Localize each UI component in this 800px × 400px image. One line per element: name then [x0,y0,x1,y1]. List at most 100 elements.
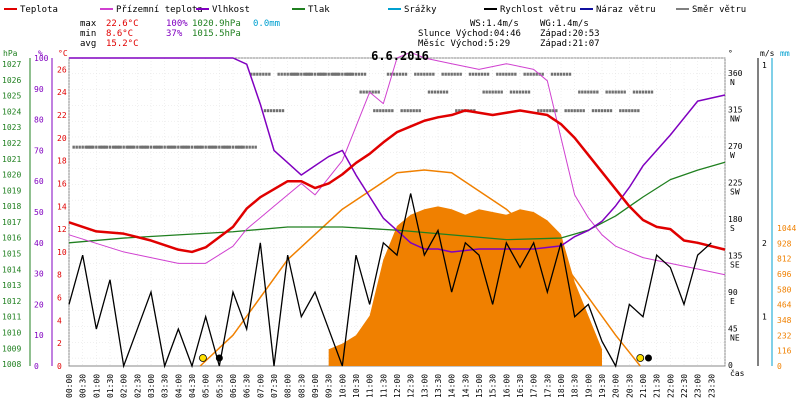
tick-time: 08:30 [297,374,306,398]
wind-direction-mark [502,72,505,76]
wind-direction-mark [157,145,160,149]
tick-degc: 2 [57,339,62,348]
wind-direction-mark [149,145,153,149]
wind-direction-mark [84,145,87,149]
tick-hpa: 1020 [2,171,21,180]
wind-direction-mark [400,109,403,113]
tick-time: 01:30 [106,374,115,398]
wind-direction-mark [291,72,294,76]
wind-direction-mark [444,72,447,76]
wind-direction-mark [266,109,270,113]
wind-direction-mark [154,145,157,149]
wind-direction-mark [395,72,399,76]
wind-direction-mark [242,145,245,149]
tick-pct: 20 [34,300,44,309]
wind-direction-mark [89,145,92,149]
tick-time: 13:00 [420,374,429,398]
wind-direction-mark [330,72,333,76]
wind-direction-mark [600,109,604,113]
tick-time: 17:00 [530,374,539,398]
wind-direction-mark [605,90,608,94]
wind-direction-mark [512,90,516,94]
wind-direction-mark [468,72,472,76]
legend-label: Přízemní teplota [116,5,203,15]
tick-time: 09:00 [311,374,320,398]
wind-direction-mark [582,109,585,113]
wind-direction-mark [254,145,257,149]
wind-direction-mark [133,145,136,149]
tick-time: 03:00 [147,374,156,398]
tick-degc: 6 [57,294,62,303]
wind-direction-mark [486,72,490,76]
tick-deg-dir: S [730,224,735,233]
wind-direction-mark [414,72,417,76]
wind-direction-mark [584,90,587,94]
wind-direction-mark [363,72,367,76]
tick-time: 23:00 [694,374,703,398]
tick-hpa: 1012 [2,297,21,306]
wind-direction-mark [474,72,478,76]
wind-direction-mark [389,72,393,76]
wind-direction-mark [272,109,276,113]
stat-value: 22.6°C [106,19,139,29]
wind-direction-mark [183,145,186,149]
wind-direction-mark [597,109,601,113]
wind-direction-mark [127,145,130,149]
wind-direction-mark [496,72,499,76]
wind-direction-mark [357,72,361,76]
tick-time: 19:30 [598,374,607,398]
stat-sun-set: Západ:20:53 [540,29,600,39]
wind-direction-mark [122,145,125,149]
wind-direction-mark [473,109,476,113]
tick-hpa: 1014 [2,265,21,274]
tick-time: 16:30 [516,374,525,398]
wind-direction-mark [190,145,194,149]
stat-ws: WS:1.4m/s [470,19,519,29]
wind-direction-mark [386,72,390,76]
wind-direction-mark [456,72,459,76]
stat-moon: Měsíc Východ:5:29 [418,39,510,49]
tick-time: 10:00 [338,374,347,398]
wind-direction-mark [286,72,289,76]
temperature-line [68,109,726,254]
tick-degc: 12 [57,225,67,234]
wind-direction-mark [131,145,134,149]
wind-direction-mark [319,72,323,76]
wind-direction-mark [222,145,226,149]
wind-direction-mark [140,145,144,149]
wind-direction-mark [117,145,121,149]
wind-direction-mark [594,109,598,113]
wind-direction-mark [310,72,314,76]
tick-hpa: 1021 [2,155,21,164]
stat-value: 15.2°C [106,39,139,49]
wind-direction-mark [128,145,131,149]
chart-title: 6.6.2016 [371,49,429,63]
tick-mm: 464 [777,301,792,310]
stat-value: 0.0mm [253,19,280,29]
wind-direction-mark [379,109,382,113]
wind-direction-mark [546,109,549,113]
tick-ms: 2 [762,239,767,248]
tick-deg: 90 [728,288,738,297]
wind-direction-mark [362,90,365,94]
wind-direction-mark [350,72,353,76]
ground-temp-line [68,51,726,276]
wind-direction-mark [515,90,519,94]
tick-time: 22:00 [666,374,675,398]
wind-direction-mark [116,145,119,149]
wind-direction-mark [322,72,326,76]
wind-direction-mark [614,90,617,94]
wind-direction-mark [239,145,242,149]
tick-deg: 0 [728,361,733,370]
wind-direction-mark [204,145,207,149]
wind-direction-mark [136,145,139,149]
tick-time: 18:00 [557,374,566,398]
stat-value: 37% [166,29,183,39]
wind-direction-mark [521,90,525,94]
tick-deg-dir: SE [730,261,740,270]
tick-time: 08:00 [284,374,293,398]
wind-direction-mark [480,72,484,76]
wind-direction-mark [263,109,267,113]
